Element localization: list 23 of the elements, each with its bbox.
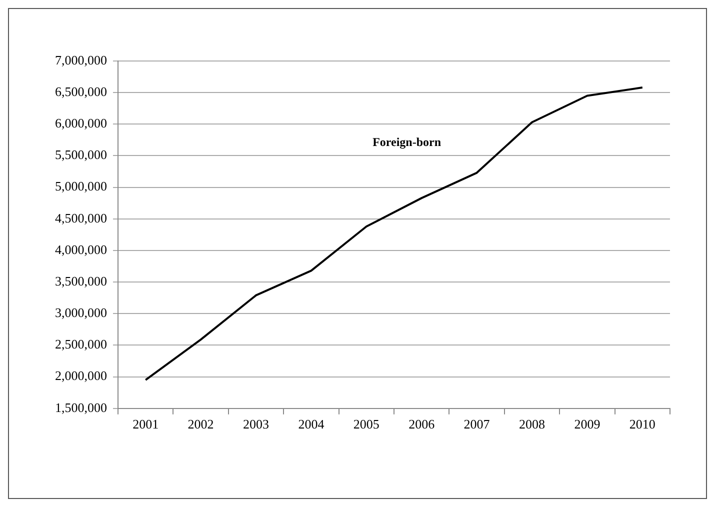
text: Foreign-born bbox=[372, 134, 442, 149]
y-tick-label: 4,000,000 bbox=[55, 242, 107, 257]
x-tick-label: 2009 bbox=[574, 416, 600, 432]
x-tick-label: 2004 bbox=[298, 416, 325, 432]
x-tick-label: 2005 bbox=[353, 416, 380, 432]
y-tick-label: 7,000,000 bbox=[55, 52, 107, 68]
y-tick-label: 2,000,000 bbox=[55, 368, 107, 384]
y-tick-label: 6,500,000 bbox=[55, 84, 107, 100]
y-tick-label: 2,500,000 bbox=[55, 336, 107, 352]
y-tick-label: 4,500,000 bbox=[55, 210, 107, 226]
y-tick-label: 1,500,000 bbox=[55, 400, 107, 415]
y-tick-label: 5,000,000 bbox=[55, 178, 107, 194]
y-tick-label: 6,000,000 bbox=[55, 116, 107, 131]
y-tick-label: 3,000,000 bbox=[55, 305, 107, 320]
x-tick-label: 2008 bbox=[519, 416, 545, 432]
x-tick-label: 2002 bbox=[188, 416, 214, 432]
x-tick-label: 2010 bbox=[629, 416, 656, 432]
y-tick-label: 3,500,000 bbox=[55, 273, 107, 288]
x-tick-label: 2001 bbox=[132, 416, 159, 432]
x-tick-label: 2003 bbox=[243, 416, 269, 432]
x-tick-label: 2006 bbox=[408, 416, 436, 432]
x-tick-label: 2007 bbox=[464, 416, 490, 432]
y-tick-label: 5,500,000 bbox=[55, 147, 107, 162]
